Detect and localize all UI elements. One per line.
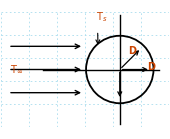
Text: D: D [147, 62, 155, 72]
Text: T$_\infty$: T$_\infty$ [10, 64, 23, 75]
Text: T$_s$: T$_s$ [96, 10, 108, 24]
Text: D: D [128, 46, 136, 56]
